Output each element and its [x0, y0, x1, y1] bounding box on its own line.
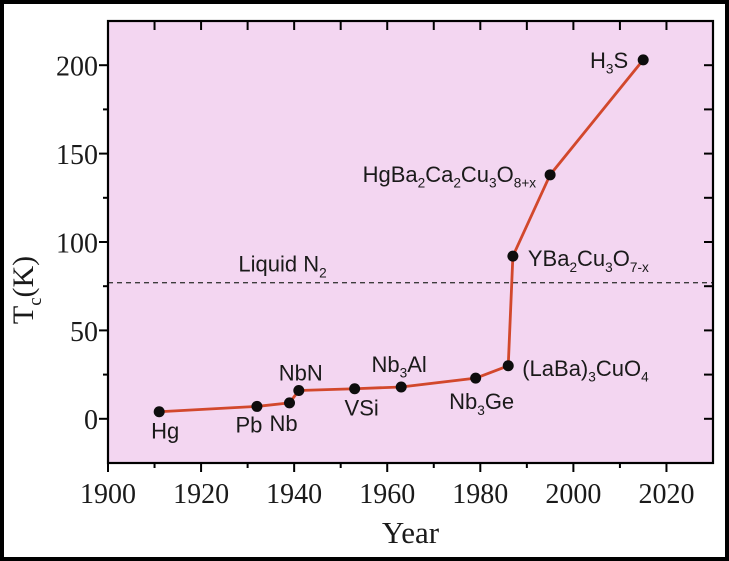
- data-point-marker: [544, 169, 556, 181]
- y-axis-tick-label: 150: [56, 140, 98, 171]
- x-axis-tick-label: 1960: [359, 479, 415, 510]
- y-axis-tick-label: 0: [84, 405, 98, 436]
- y-axis-tick-label: 50: [70, 317, 98, 348]
- data-point-marker: [507, 250, 519, 262]
- x-axis-tick-label: 1940: [266, 479, 322, 510]
- x-axis-title: Year: [382, 515, 440, 550]
- y-axis-tick-label: 100: [56, 228, 98, 259]
- plot-box: [106, 19, 715, 465]
- data-point-label: HgBa2Ca2Cu3O8+x: [363, 162, 537, 191]
- y-axis-title: Tc(K): [7, 256, 46, 324]
- data-point-marker: [293, 385, 305, 397]
- x-axis-tick-label: 2000: [545, 479, 601, 510]
- data-point-label: (LaBa)3CuO4: [522, 356, 649, 385]
- data-point-label: VSi: [345, 396, 379, 421]
- y-axis-tick-label: 200: [56, 52, 98, 83]
- data-point-marker: [284, 397, 295, 409]
- data-point-marker: [251, 400, 263, 412]
- data-point-label: YBa2Cu3O7-x: [528, 246, 649, 275]
- data-point-label: Pb: [235, 412, 262, 437]
- data-point-marker: [470, 372, 482, 384]
- data-point-marker: [502, 360, 514, 372]
- data-point-marker: [637, 54, 649, 66]
- data-point-label: Hg: [151, 419, 179, 444]
- x-axis-tick-label: 1900: [80, 479, 136, 510]
- data-point-marker: [153, 406, 165, 418]
- data-point-label: H3S: [590, 48, 628, 77]
- data-point-label: Nb3Al: [372, 352, 427, 381]
- x-axis-tick-label: 1920: [173, 479, 229, 510]
- data-point-marker: [349, 383, 361, 395]
- plot-area: [108, 21, 713, 463]
- liquid-n2-label: Liquid N2: [238, 252, 326, 281]
- data-point-label: NbN: [279, 361, 323, 386]
- data-point-label: Nb3Ge: [449, 389, 514, 418]
- data-point-marker: [395, 381, 407, 393]
- axis-ticks: [99, 21, 713, 472]
- x-axis-tick-label: 2020: [638, 479, 694, 510]
- data-point-label: Nb: [269, 411, 297, 436]
- x-axis-tick-label: 1980: [452, 479, 508, 510]
